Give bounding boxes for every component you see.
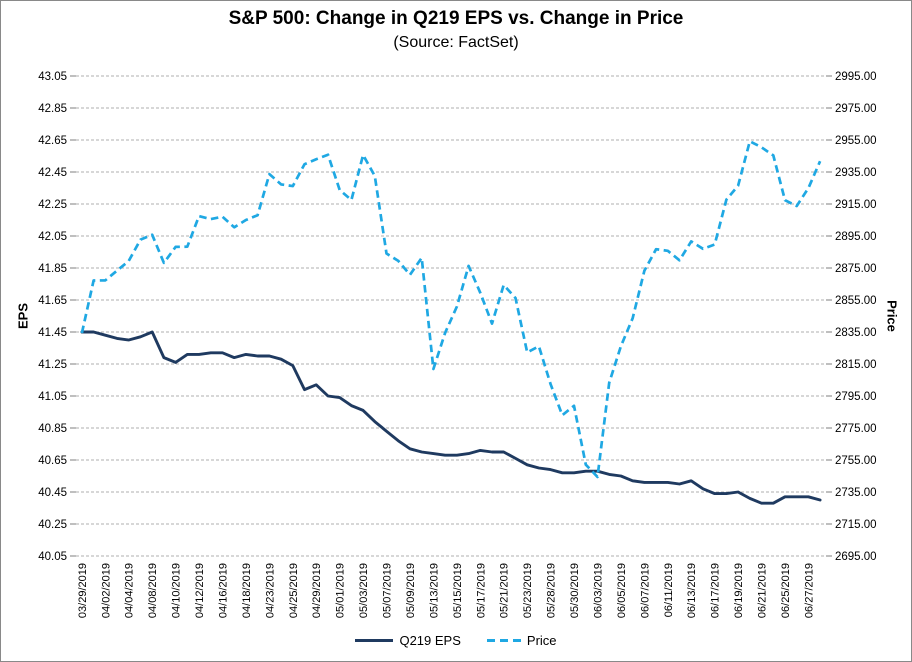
- x-axis-tick-label: 05/03/2019: [358, 563, 370, 618]
- x-axis-tick-label: 06/17/2019: [710, 563, 722, 618]
- x-axis-tick-label: 05/01/2019: [335, 563, 347, 618]
- left-axis-tick-label: 41.05: [38, 391, 67, 403]
- x-axis-tick-label: 05/28/2019: [546, 563, 558, 618]
- x-axis-tick-label: 05/13/2019: [428, 563, 440, 618]
- x-axis-tick-label: 04/29/2019: [311, 563, 323, 618]
- x-axis-tick-label: 05/15/2019: [452, 563, 464, 618]
- x-axis-tick-label: 04/18/2019: [241, 563, 253, 618]
- left-axis-tick-label: 41.85: [38, 263, 67, 275]
- x-axis-tick-label: 06/21/2019: [757, 563, 769, 618]
- x-axis-tick-label: 06/13/2019: [686, 563, 698, 618]
- x-axis-tick-label: 05/09/2019: [405, 563, 417, 618]
- x-axis-tick-label: 04/16/2019: [217, 563, 229, 618]
- right-axis-tick-label: 2795.00: [835, 391, 877, 403]
- x-axis-tick-label: 06/07/2019: [639, 563, 651, 618]
- right-axis-tick-label: 2955.00: [835, 135, 877, 147]
- legend-item-eps: Q219 EPS: [355, 633, 461, 648]
- left-axis-tick-label: 43.05: [38, 71, 67, 83]
- left-axis-tick-label: 41.45: [38, 327, 67, 339]
- x-axis-tick-label: 06/11/2019: [663, 563, 675, 617]
- x-axis-tick-label: 04/04/2019: [124, 563, 136, 618]
- x-axis-tick-label: 05/23/2019: [522, 563, 534, 618]
- legend: Q219 EPS Price: [1, 633, 911, 648]
- right-axis-tick-label: 2735.00: [835, 487, 877, 499]
- right-axis-tick-label: 2715.00: [835, 519, 877, 531]
- price-line: [80, 139, 822, 479]
- left-axis-title: EPS: [15, 302, 31, 330]
- right-axis-tick-label: 2775.00: [835, 423, 877, 435]
- price-line-sample-icon: [486, 639, 521, 642]
- left-axis-tick-label: 40.65: [38, 455, 67, 467]
- right-axis-tick-label: 2875.00: [835, 263, 877, 275]
- right-axis-tick-label: 2975.00: [835, 103, 877, 115]
- x-axis-tick-label: 05/17/2019: [475, 563, 487, 618]
- x-axis-tick-label: 06/25/2019: [780, 563, 792, 618]
- eps-line: [80, 330, 822, 505]
- legend-label-price: Price: [526, 633, 557, 648]
- x-axis-tick-label: 04/23/2019: [264, 563, 276, 618]
- right-axis-tick-label: 2995.00: [835, 71, 877, 83]
- chart-subtitle: (Source: FactSet): [393, 34, 519, 51]
- left-axis-tick-label: 42.85: [38, 103, 67, 115]
- left-axis-tick-label: 40.25: [38, 519, 67, 531]
- left-axis-tick-label: 40.45: [38, 487, 67, 499]
- left-axis-tick-label: 42.05: [38, 231, 67, 243]
- x-axis-tick-label: 04/02/2019: [100, 563, 112, 618]
- left-axis-tick-label: 41.25: [38, 359, 67, 371]
- x-axis-tick-label: 05/30/2019: [569, 563, 581, 618]
- right-axis-tick-label: 2935.00: [835, 167, 877, 179]
- right-axis-tick-label: 2755.00: [835, 455, 877, 467]
- x-axis-tick-label: 06/05/2019: [616, 563, 628, 618]
- left-axis-tick-label: 41.65: [38, 295, 67, 307]
- right-axis-tick-label: 2915.00: [835, 199, 877, 211]
- x-axis-tick-label: 05/21/2019: [499, 563, 511, 618]
- eps-line-sample-icon: [355, 639, 394, 642]
- x-axis-tick-label: 06/03/2019: [592, 563, 604, 618]
- x-axis-tick-label: 06/27/2019: [803, 563, 815, 618]
- left-axis-tick-label: 42.45: [38, 167, 67, 179]
- left-axis-tick-label: 42.65: [38, 135, 67, 147]
- right-axis-tick-label: 2815.00: [835, 359, 877, 371]
- legend-label-eps: Q219 EPS: [399, 633, 461, 648]
- x-axis-tick-label: 04/12/2019: [194, 563, 206, 618]
- x-axis-tick-label: 04/25/2019: [288, 563, 300, 618]
- chart-title: S&P 500: Change in Q219 EPS vs. Change i…: [228, 8, 684, 29]
- right-axis-tick-label: 2695.00: [835, 551, 877, 563]
- right-axis-tick-label: 2855.00: [835, 295, 877, 307]
- x-axis-tick-label: 06/19/2019: [733, 563, 745, 618]
- right-axis-tick-label: 2895.00: [835, 231, 877, 243]
- right-axis-tick-label: 2835.00: [835, 327, 877, 339]
- left-axis-tick-label: 40.85: [38, 423, 67, 435]
- left-axis-tick-label: 40.05: [38, 551, 67, 563]
- x-axis-tick-label: 04/08/2019: [147, 563, 159, 618]
- legend-item-price: Price: [486, 633, 557, 648]
- right-axis-title: Price: [884, 300, 900, 332]
- left-axis-tick-label: 42.25: [38, 199, 67, 211]
- x-axis-tick-label: 03/29/2019: [77, 563, 89, 618]
- x-axis-tick-label: 04/10/2019: [171, 563, 183, 618]
- x-axis-tick-label: 05/07/2019: [382, 563, 394, 618]
